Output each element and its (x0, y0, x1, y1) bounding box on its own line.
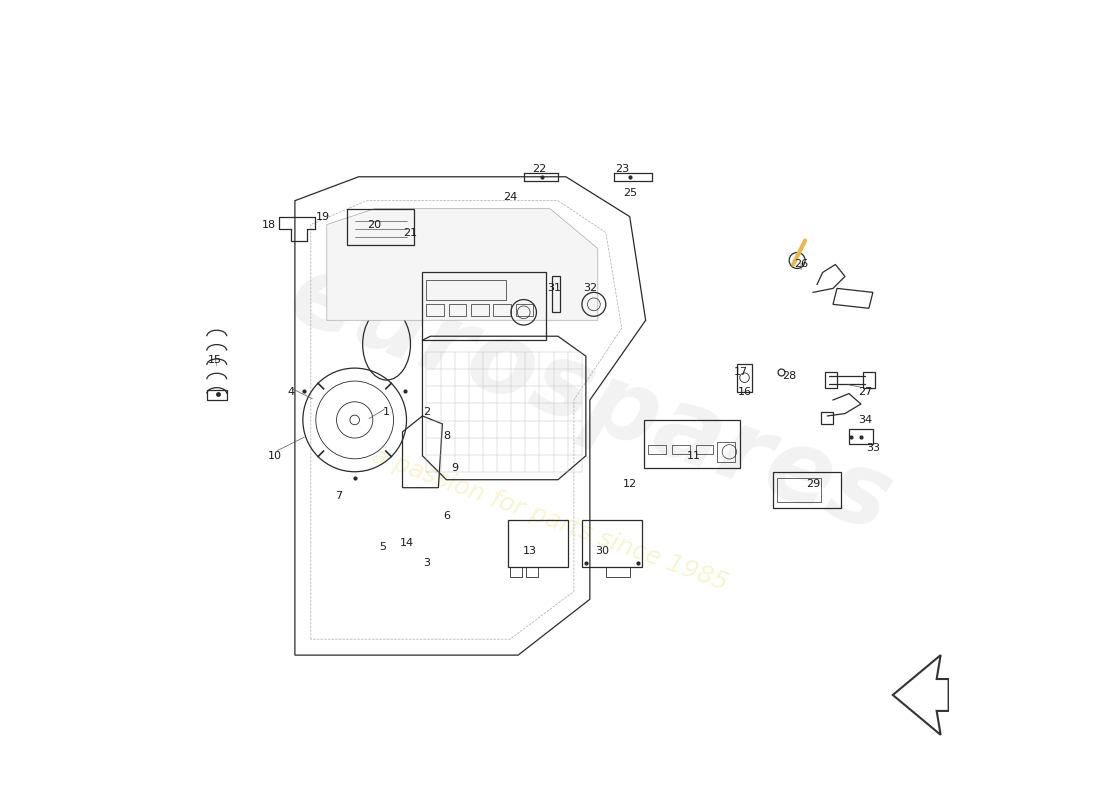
Text: 22: 22 (532, 164, 547, 174)
Text: 16: 16 (738, 387, 752, 397)
Text: 8: 8 (443, 431, 450, 441)
Text: 18: 18 (262, 220, 276, 230)
Text: 14: 14 (399, 538, 414, 549)
Text: 4: 4 (287, 387, 295, 397)
Text: 30: 30 (595, 546, 608, 557)
Text: eurospares: eurospares (276, 246, 904, 554)
Text: 11: 11 (686, 451, 701, 461)
Text: 20: 20 (367, 220, 382, 230)
Text: 34: 34 (858, 415, 872, 425)
Text: a passion for parts since 1985: a passion for parts since 1985 (368, 444, 732, 595)
Text: 15: 15 (208, 355, 222, 365)
Text: 29: 29 (806, 478, 821, 489)
Text: 19: 19 (316, 212, 330, 222)
Text: 3: 3 (422, 558, 430, 569)
Text: 31: 31 (547, 283, 561, 294)
Text: 9: 9 (451, 462, 458, 473)
Text: 32: 32 (583, 283, 597, 294)
Text: 6: 6 (443, 510, 450, 521)
Text: 2: 2 (422, 407, 430, 417)
Text: 21: 21 (404, 227, 418, 238)
Text: 23: 23 (615, 164, 629, 174)
Text: 7: 7 (336, 490, 342, 501)
Text: 24: 24 (503, 192, 517, 202)
Text: 27: 27 (858, 387, 872, 397)
Text: 28: 28 (782, 371, 796, 381)
Text: 33: 33 (866, 443, 880, 453)
Text: 25: 25 (623, 188, 637, 198)
Text: 1: 1 (383, 407, 390, 417)
Text: 17: 17 (735, 367, 748, 377)
Text: 12: 12 (623, 478, 637, 489)
Text: 13: 13 (524, 546, 537, 557)
Text: 5: 5 (379, 542, 386, 553)
Polygon shape (327, 209, 597, 320)
Text: 26: 26 (794, 259, 808, 270)
Text: 10: 10 (268, 451, 282, 461)
